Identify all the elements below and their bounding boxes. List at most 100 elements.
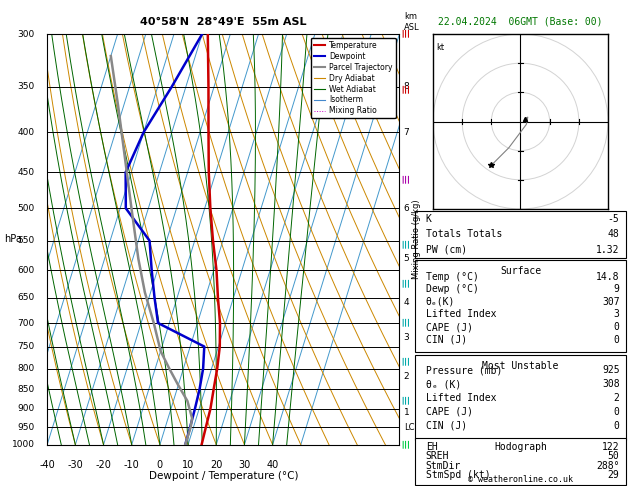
FancyBboxPatch shape: [415, 438, 626, 485]
Text: 9: 9: [614, 284, 620, 294]
Text: 3: 3: [614, 310, 620, 319]
Text: 29: 29: [608, 470, 620, 480]
Text: 1: 1: [420, 263, 423, 268]
Text: PW (cm): PW (cm): [426, 245, 467, 255]
Text: CIN (J): CIN (J): [426, 421, 467, 431]
Text: ≡: ≡: [399, 172, 412, 183]
Text: 0: 0: [614, 421, 620, 431]
Text: 6: 6: [445, 263, 449, 268]
Text: LCL: LCL: [404, 423, 419, 432]
Text: ≡: ≡: [399, 437, 412, 448]
Text: 14.8: 14.8: [596, 272, 620, 281]
Text: EH: EH: [426, 442, 437, 451]
Text: 122: 122: [602, 442, 620, 451]
Text: Mixing Ratio (g/kg): Mixing Ratio (g/kg): [412, 200, 421, 279]
Text: 4: 4: [404, 298, 409, 308]
Text: Lifted Index: Lifted Index: [426, 393, 496, 403]
Text: ≡: ≡: [399, 238, 412, 248]
Text: 550: 550: [18, 236, 35, 245]
Text: 1: 1: [404, 408, 409, 417]
Text: ≡: ≡: [399, 393, 412, 404]
Text: 8: 8: [404, 82, 409, 91]
Text: 20: 20: [210, 460, 223, 470]
Text: 925: 925: [602, 365, 620, 375]
Text: 3: 3: [404, 333, 409, 342]
Text: 950: 950: [18, 423, 35, 432]
Text: Temp (°C): Temp (°C): [426, 272, 479, 281]
Text: © weatheronline.co.uk: © weatheronline.co.uk: [468, 474, 573, 484]
Text: ≡: ≡: [399, 354, 412, 365]
Text: 0: 0: [614, 407, 620, 417]
Text: Pressure (mb): Pressure (mb): [426, 365, 502, 375]
Text: -20: -20: [96, 460, 111, 470]
FancyBboxPatch shape: [415, 355, 626, 440]
Text: 850: 850: [18, 385, 35, 394]
Text: 500: 500: [18, 204, 35, 213]
Text: 2: 2: [404, 372, 409, 382]
Text: hPa: hPa: [4, 234, 21, 244]
Text: 700: 700: [18, 318, 35, 328]
Text: 4: 4: [442, 263, 446, 268]
Text: 300: 300: [18, 30, 35, 38]
Text: 10: 10: [182, 460, 194, 470]
Text: 0: 0: [614, 335, 620, 345]
Text: Surface: Surface: [500, 266, 541, 277]
Text: θₑ(K): θₑ(K): [426, 297, 455, 307]
Text: 7: 7: [404, 128, 409, 137]
Text: 40: 40: [267, 460, 279, 470]
Text: 750: 750: [18, 342, 35, 351]
Text: 5: 5: [404, 254, 409, 263]
Text: 20: 20: [448, 263, 456, 268]
Text: km
ASL: km ASL: [404, 12, 420, 32]
Text: 288°: 288°: [596, 461, 620, 470]
Text: 1000: 1000: [12, 440, 35, 449]
FancyBboxPatch shape: [415, 260, 626, 352]
Text: 6: 6: [404, 204, 409, 213]
Text: CAPE (J): CAPE (J): [426, 322, 472, 332]
Text: 600: 600: [18, 266, 35, 275]
Text: 0: 0: [614, 322, 620, 332]
Text: 3: 3: [439, 263, 443, 268]
Text: StmSpd (kt): StmSpd (kt): [426, 470, 490, 480]
Legend: Temperature, Dewpoint, Parcel Trajectory, Dry Adiabat, Wet Adiabat, Isotherm, Mi: Temperature, Dewpoint, Parcel Trajectory…: [311, 38, 396, 119]
Text: 30: 30: [238, 460, 250, 470]
Text: Most Unstable: Most Unstable: [482, 361, 559, 371]
Text: 15: 15: [447, 263, 455, 268]
Text: 2: 2: [614, 393, 620, 403]
Text: ≡: ≡: [399, 315, 412, 326]
Text: ≡: ≡: [399, 277, 412, 287]
Text: -40: -40: [39, 460, 55, 470]
Text: 50: 50: [608, 451, 620, 461]
Text: -30: -30: [67, 460, 83, 470]
Text: 350: 350: [18, 82, 35, 91]
Text: -5: -5: [608, 214, 620, 224]
Text: SREH: SREH: [426, 451, 449, 461]
Text: 307: 307: [602, 297, 620, 307]
Text: 40°58'N  28°49'E  55m ASL: 40°58'N 28°49'E 55m ASL: [140, 17, 306, 27]
Text: 25: 25: [448, 263, 457, 268]
Text: CAPE (J): CAPE (J): [426, 407, 472, 417]
Text: CIN (J): CIN (J): [426, 335, 467, 345]
Text: 2: 2: [433, 263, 437, 268]
Text: ≡: ≡: [399, 26, 412, 37]
Text: 8: 8: [447, 263, 451, 268]
Text: Dewpoint / Temperature (°C): Dewpoint / Temperature (°C): [148, 471, 298, 482]
Text: kt: kt: [436, 43, 444, 52]
Text: 1.32: 1.32: [596, 245, 620, 255]
Text: Hodograph: Hodograph: [494, 442, 547, 451]
Text: 10: 10: [446, 263, 454, 268]
Text: Lifted Index: Lifted Index: [426, 310, 496, 319]
Text: 0: 0: [157, 460, 163, 470]
Text: ≡: ≡: [399, 82, 412, 93]
Text: Totals Totals: Totals Totals: [426, 229, 502, 240]
Text: StmDir: StmDir: [426, 461, 461, 470]
Text: 800: 800: [18, 364, 35, 373]
Text: 22.04.2024  06GMT (Base: 00): 22.04.2024 06GMT (Base: 00): [438, 17, 603, 27]
Text: -10: -10: [124, 460, 140, 470]
Text: 308: 308: [602, 379, 620, 389]
Text: θₑ (K): θₑ (K): [426, 379, 461, 389]
Text: K: K: [426, 214, 431, 224]
Text: 900: 900: [18, 404, 35, 413]
Text: 48: 48: [608, 229, 620, 240]
Text: 650: 650: [18, 293, 35, 302]
